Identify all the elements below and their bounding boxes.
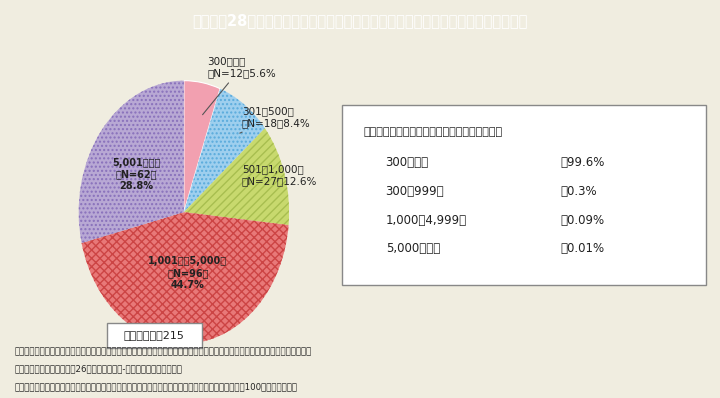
Text: 300人以下
（N=12）5.6%: 300人以下 （N=12）5.6% (202, 57, 276, 115)
Text: ：0.09%: ：0.09% (560, 214, 604, 226)
Text: ２．認定企業総数に占める割合は，小数点以下第２位を四捨五入しているため，合計しても100とはならない。: ２．認定企業総数に占める割合は，小数点以下第２位を四捨五入しているため，合計して… (14, 382, 297, 391)
Wedge shape (81, 212, 289, 343)
Text: 300人未満: 300人未満 (386, 156, 428, 169)
Text: 5,000人以上: 5,000人以上 (386, 242, 440, 255)
Text: 501～1,000人
（N=27）12.6%: 501～1,000人 （N=27）12.6% (242, 164, 317, 186)
FancyBboxPatch shape (342, 105, 706, 285)
Text: 総務省「平成26年経済センサス-基礎調査」により作成。: 総務省「平成26年経済センサス-基礎調査」により作成。 (14, 365, 182, 374)
Wedge shape (184, 81, 220, 212)
Text: ：0.3%: ：0.3% (560, 185, 597, 198)
Text: ：0.01%: ：0.01% (560, 242, 604, 255)
Text: 301～500人
（N=18）8.4%: 301～500人 （N=18）8.4% (240, 107, 310, 133)
Text: ：99.6%: ：99.6% (560, 156, 605, 169)
Wedge shape (184, 89, 265, 212)
Text: 認定企業数：215: 認定企業数：215 (124, 330, 185, 340)
Text: （備考）　１．厚生労働省ホームページ掲載資料を基に内閣府男女共同参画局にて作成。総企業数に占める規模別企業数の割合は: （備考） １．厚生労働省ホームページ掲載資料を基に内閣府男女共同参画局にて作成。… (14, 347, 312, 356)
FancyBboxPatch shape (107, 323, 202, 347)
Text: 5,001人以上
（N=62）
28.8%: 5,001人以上 （N=62） 28.8% (112, 158, 161, 191)
Text: Ｉ－特－28図　企業規模別の「えるぼし」認定企業数と認定企業総数に占める割合: Ｉ－特－28図 企業規模別の「えるぼし」認定企業数と認定企業総数に占める割合 (192, 14, 528, 28)
Wedge shape (78, 81, 184, 243)
Text: 【参考】総企業数に占める規模別企業数の割合: 【参考】総企業数に占める規模別企業数の割合 (364, 127, 503, 137)
Text: 1,001人～5,000人
（N=96）
44.7%: 1,001人～5,000人 （N=96） 44.7% (148, 256, 228, 290)
Text: 1,000～4,999人: 1,000～4,999人 (386, 214, 467, 226)
Wedge shape (184, 128, 289, 225)
Text: 300～999人: 300～999人 (386, 185, 444, 198)
